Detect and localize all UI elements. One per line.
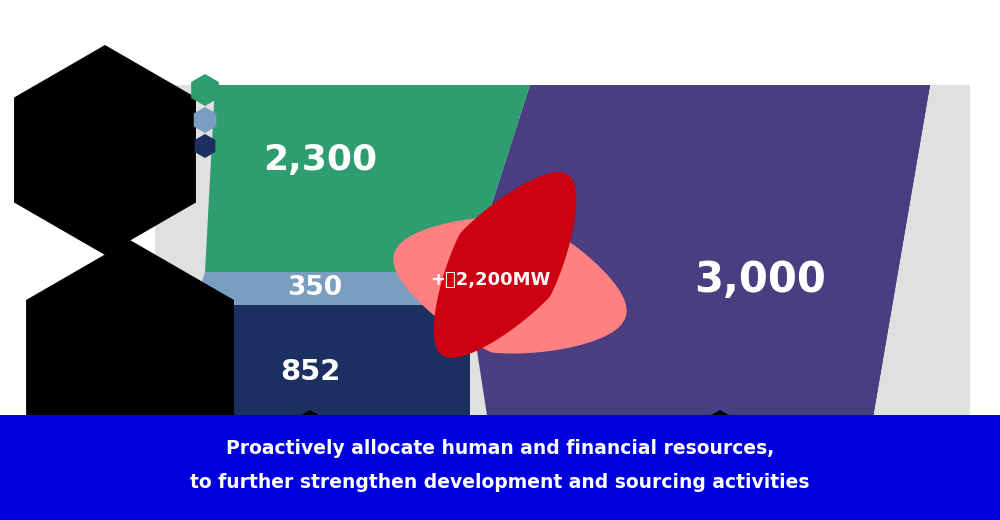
Polygon shape [434,172,576,358]
Polygon shape [26,240,234,480]
Polygon shape [268,410,352,506]
Polygon shape [195,134,215,158]
Text: Proactively allocate human and financial resources,: Proactively allocate human and financial… [226,438,774,458]
Polygon shape [155,85,970,440]
Polygon shape [205,85,530,272]
Polygon shape [0,415,1000,520]
Polygon shape [194,107,216,133]
Polygon shape [155,305,470,435]
Text: to further strengthen development and sourcing activities: to further strengthen development and so… [190,473,810,491]
Text: 350: 350 [287,275,343,301]
Polygon shape [191,74,219,106]
Text: 3,000: 3,000 [694,259,826,301]
Polygon shape [490,85,930,435]
Polygon shape [30,423,90,493]
Polygon shape [678,410,762,506]
Text: 2,300: 2,300 [263,143,377,177]
Text: +約2,200MW: +約2,200MW [430,271,550,289]
Polygon shape [195,272,470,305]
Polygon shape [470,85,930,435]
Text: 852: 852 [280,358,340,386]
Polygon shape [14,45,196,255]
Polygon shape [393,216,627,354]
